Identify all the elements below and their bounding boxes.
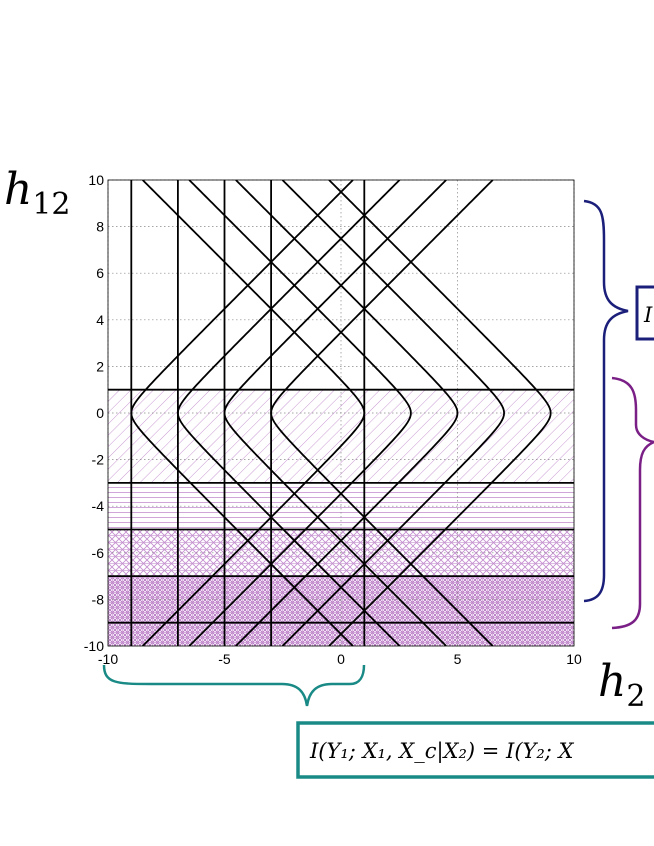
y-tick-label-8: 6: [96, 265, 104, 281]
x-tick-labels: -10 -5 0 5 10: [98, 651, 582, 667]
y-tick-label-10: 10: [88, 172, 104, 188]
y-tick-label-3: -4: [92, 498, 105, 514]
horizontal-lines: [108, 388, 574, 624]
y-axis-label-h: h: [4, 164, 32, 215]
plot-frame: [107, 179, 575, 647]
left-branch-2: [235, 180, 459, 646]
x-tick-label-4: 10: [566, 651, 582, 667]
y-tick-label-4: -2: [92, 452, 105, 468]
y-tick-label-1: -8: [92, 591, 105, 607]
x-axis-label: h2: [598, 656, 645, 714]
y-tick-label-6: 2: [96, 358, 104, 374]
left-branch-1: [188, 180, 412, 646]
formula-box: [296, 721, 654, 779]
purple-brace: [611, 376, 654, 630]
left-branch-3: [281, 180, 506, 646]
y-tick-labels: -10 -8 -6 -4 -2 0 2 4 6 8 10: [84, 172, 104, 654]
x-tick-label-2: 0: [337, 651, 345, 667]
x-tick-label-0: -10: [98, 651, 118, 667]
y-tick-label-0: -10: [84, 638, 104, 654]
y-tick-label-9: 8: [96, 219, 104, 235]
y-tick-label-5: 0: [96, 405, 104, 421]
navy-label-text: I: [643, 303, 653, 327]
y-tick-label-2: -6: [92, 545, 105, 561]
vertical-lines: [130, 180, 366, 646]
left-branch-4: [328, 180, 552, 646]
x-tick-label-1: -5: [218, 651, 231, 667]
x-tick-label-3: 5: [454, 651, 462, 667]
navy-brace: [583, 199, 629, 603]
y-axis-label-sub: 12: [32, 187, 70, 222]
y-axis-label: h12: [4, 164, 71, 222]
navy-label-box: [635, 285, 654, 341]
y-tick-label-7: 4: [96, 312, 104, 328]
bottom-formula: I(Y₁; X₁, X_c|X₂) = I(Y₂; X: [309, 739, 575, 764]
teal-brace: [102, 664, 366, 707]
